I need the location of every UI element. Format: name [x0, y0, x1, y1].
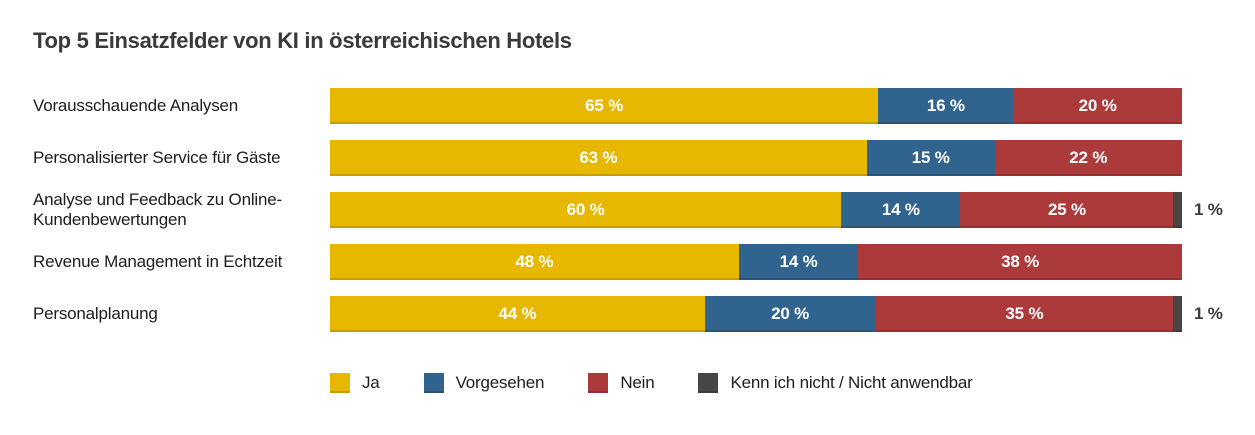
- bar-segment-nein: 20 %: [1013, 88, 1182, 124]
- category-label: Analyse und Feedback zu Online-Kundenbew…: [33, 190, 282, 229]
- category-label: Vorausschauende Analysen: [33, 96, 239, 115]
- stacked-bar: 44 % 20 % 35 %: [330, 296, 1182, 332]
- legend: Ja Vorgesehen Nein Kenn ich nicht / Nicht a…: [330, 373, 973, 393]
- segment-value-label: 25 %: [1048, 200, 1086, 219]
- bar-segment-ja: 63 %: [330, 140, 867, 176]
- bar-segment-ja: 48 %: [330, 244, 739, 280]
- chart-title: Top 5 Einsatzfelder von KI in österreich…: [33, 28, 572, 53]
- segment-value-label: 14 %: [779, 252, 818, 271]
- segment-value-label: 48 %: [515, 252, 554, 271]
- legend-swatch-ja: [330, 373, 350, 393]
- legend-label: Nein: [620, 373, 655, 392]
- legend-item-vorgesehen: Vorgesehen: [423, 373, 545, 393]
- bar-segment-nein: 38 %: [858, 244, 1182, 280]
- bar-segment-nein: 25 %: [960, 192, 1174, 228]
- bar-segment-ja: 44 %: [330, 296, 705, 332]
- legend-swatch-nein: [588, 373, 609, 393]
- bar-segment-vorgesehen: 14 %: [841, 192, 961, 228]
- segment-value-label: 22 %: [1069, 148, 1108, 167]
- bar-row: Revenue Management in Echtzeit 48 % 14 % 38…: [33, 244, 1223, 280]
- outside-value-label: 1 %: [1194, 304, 1223, 323]
- segment-value-label: 20 %: [771, 304, 810, 323]
- legend-swatch-vorgesehen: [423, 373, 444, 393]
- stacked-bar: 60 % 14 % 25 %: [330, 192, 1182, 228]
- legend-item-ja: Ja: [330, 373, 380, 393]
- segment-value-label: 16 %: [926, 96, 965, 115]
- stacked-bar: 63 % 15 % 22 %: [330, 140, 1182, 176]
- category-label: Revenue Management in Echtzeit: [33, 252, 283, 271]
- bar-segment-vorgesehen: 14 %: [738, 244, 859, 280]
- category-label: Personalplanung: [33, 304, 158, 323]
- bar-segment-vorgesehen: 15 %: [866, 140, 995, 176]
- bar-segment-nein: 35 %: [875, 296, 1174, 332]
- segment-value-label: 65 %: [585, 96, 624, 115]
- legend-item-nein: Nein: [588, 373, 655, 393]
- outside-value-label: 1 %: [1194, 200, 1223, 219]
- segment-value-label: 63 %: [579, 148, 618, 167]
- legend-label: Kenn ich nicht / Nicht anwendbar: [730, 373, 973, 392]
- segment-value-label: 38 %: [1001, 252, 1040, 271]
- segment-value-label: 60 %: [566, 200, 605, 219]
- segment-value-label: 20 %: [1078, 96, 1117, 115]
- bar-segment-ja: 60 %: [330, 192, 842, 228]
- category-label: Personalisierter Service für Gäste: [33, 148, 281, 167]
- bar-row: Analyse und Feedback zu Online-Kundenbew…: [33, 190, 1223, 229]
- segment-value-label: 15 %: [911, 148, 950, 167]
- bar-segment-kenn-ich-nicht: [1173, 192, 1182, 228]
- legend-label: Vorgesehen: [455, 373, 545, 392]
- bar-rows: Vorausschauende Analysen 65 % 16 % 20 % Pers…: [33, 88, 1223, 332]
- legend-label: Ja: [362, 373, 380, 392]
- stacked-bar: 65 % 16 % 20 %: [330, 88, 1182, 124]
- bar-segment-kenn-ich-nicht: [1173, 296, 1182, 332]
- segment-value-label: 35 %: [1005, 304, 1044, 323]
- bar-row: Personalplanung 44 % 20 % 35 % 1 %: [33, 296, 1223, 332]
- segment-value-label: 14 %: [881, 200, 920, 219]
- bar-segment-ja: 65 %: [330, 88, 879, 124]
- bar-segment-vorgesehen: 16 %: [878, 88, 1014, 124]
- segment-value-label: 44 %: [498, 304, 537, 323]
- legend-swatch-kenn-ich-nicht: [698, 373, 719, 393]
- bar-row: Vorausschauende Analysen 65 % 16 % 20 %: [33, 88, 1223, 124]
- bar-row: Personalisierter Service für Gäste 63 % 15…: [33, 140, 1223, 176]
- bar-segment-vorgesehen: 20 %: [704, 296, 876, 332]
- bar-segment-nein: 22 %: [994, 140, 1182, 176]
- stacked-bar: 48 % 14 % 38 %: [330, 244, 1182, 280]
- legend-item-kenn-ich-nicht: Kenn ich nicht / Nicht anwendbar: [698, 373, 973, 393]
